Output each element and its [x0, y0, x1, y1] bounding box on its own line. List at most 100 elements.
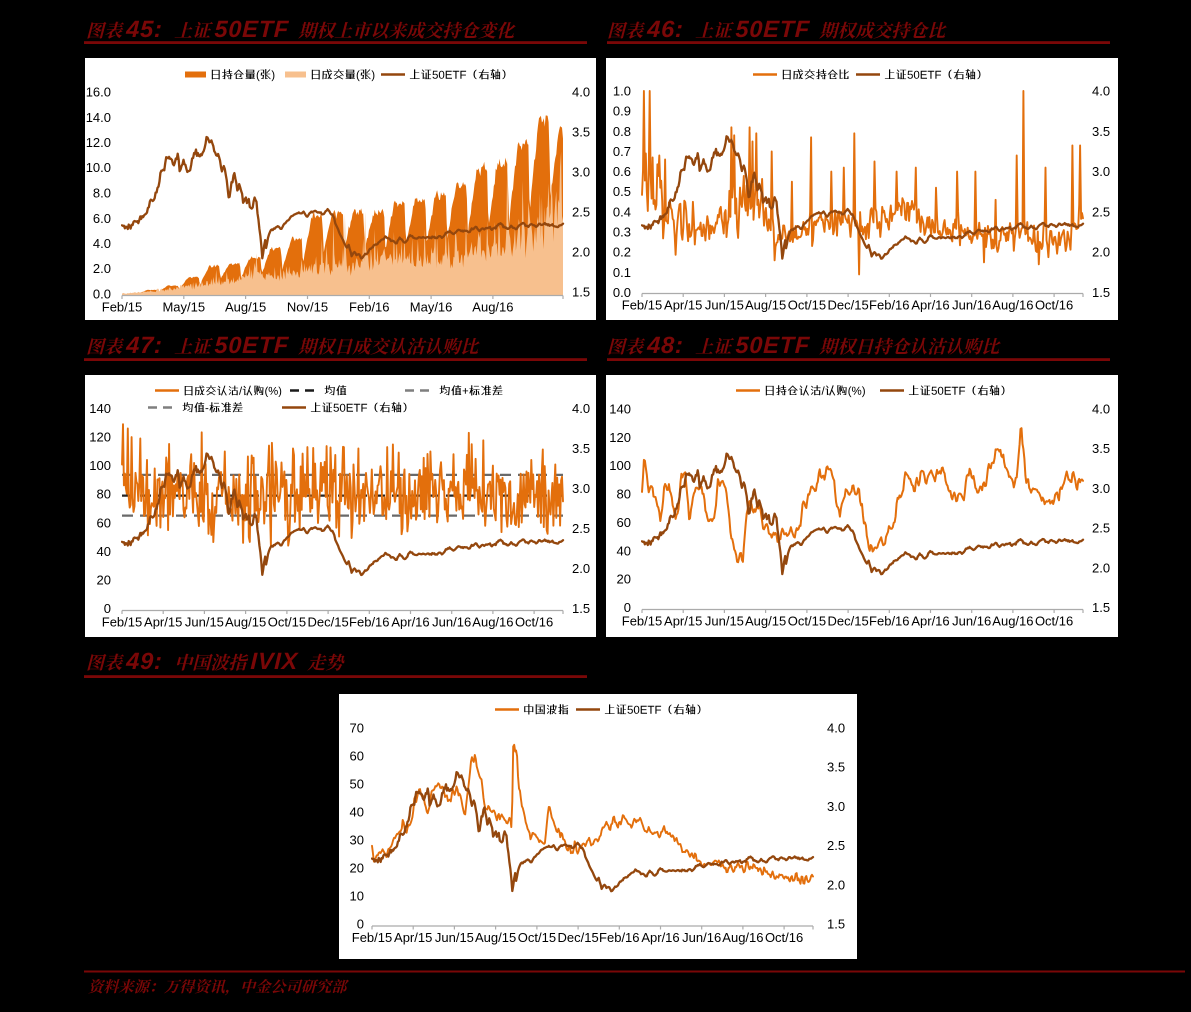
svg-text:30: 30	[350, 833, 364, 848]
svg-text:0: 0	[357, 917, 364, 932]
svg-text:Apr/15: Apr/15	[144, 615, 182, 630]
svg-text:Oct/15: Oct/15	[788, 614, 826, 629]
svg-text:Feb/16: Feb/16	[869, 298, 909, 313]
svg-text:120: 120	[609, 430, 631, 445]
svg-text:Aug/15: Aug/15	[225, 300, 266, 315]
svg-text:12.0: 12.0	[86, 135, 111, 150]
svg-text:140: 140	[609, 402, 631, 417]
svg-text:2.0: 2.0	[93, 261, 111, 276]
svg-text:May/15: May/15	[162, 300, 205, 315]
svg-text:4.0: 4.0	[1092, 402, 1110, 417]
svg-text:40: 40	[350, 805, 364, 820]
svg-text:Oct/16: Oct/16	[765, 930, 803, 945]
svg-text:60: 60	[97, 515, 111, 530]
svg-text:Oct/16: Oct/16	[1035, 614, 1073, 629]
svg-text:2.5: 2.5	[572, 521, 590, 536]
svg-text:Feb/15: Feb/15	[102, 300, 142, 315]
svg-text:Apr/15: Apr/15	[664, 614, 702, 629]
svg-text:10: 10	[350, 889, 364, 904]
svg-text:Jun/16: Jun/16	[952, 614, 991, 629]
svg-text:Aug/16: Aug/16	[472, 615, 513, 630]
svg-text:10.0: 10.0	[86, 160, 111, 175]
svg-text:Oct/15: Oct/15	[268, 615, 306, 630]
svg-text:1.5: 1.5	[572, 285, 590, 300]
svg-text:Jun/15: Jun/15	[435, 930, 474, 945]
svg-text:0.0: 0.0	[93, 287, 111, 302]
svg-text:Apr/16: Apr/16	[911, 298, 949, 313]
svg-text:100: 100	[609, 458, 631, 473]
svg-text:0.6: 0.6	[613, 164, 631, 179]
svg-text:Apr/16: Apr/16	[641, 930, 679, 945]
svg-text:May/16: May/16	[410, 300, 453, 315]
svg-text:20: 20	[350, 861, 364, 876]
svg-text:0.1: 0.1	[613, 265, 631, 280]
svg-text:Aug/15: Aug/15	[745, 298, 786, 313]
svg-text:3.5: 3.5	[572, 125, 590, 140]
svg-text:Feb/15: Feb/15	[622, 614, 662, 629]
svg-text:50: 50	[350, 777, 364, 792]
svg-text:0.4: 0.4	[613, 204, 631, 219]
svg-text:3.0: 3.0	[827, 799, 845, 814]
svg-text:Feb/15: Feb/15	[622, 298, 662, 313]
svg-text:4.0: 4.0	[827, 721, 845, 736]
svg-text:4.0: 4.0	[1092, 84, 1110, 99]
svg-text:0.7: 0.7	[613, 144, 631, 159]
svg-text:80: 80	[97, 487, 111, 502]
svg-text:Apr/16: Apr/16	[911, 614, 949, 629]
svg-text:100: 100	[89, 458, 111, 473]
svg-text:3.0: 3.0	[1092, 164, 1110, 179]
svg-text:Oct/15: Oct/15	[788, 298, 826, 313]
svg-text:2.0: 2.0	[572, 561, 590, 576]
svg-text:Aug/15: Aug/15	[475, 930, 516, 945]
svg-text:20: 20	[97, 572, 111, 587]
svg-text:Oct/16: Oct/16	[1035, 298, 1073, 313]
svg-text:Feb/16: Feb/16	[599, 930, 639, 945]
svg-text:Jun/16: Jun/16	[432, 615, 471, 630]
svg-text:Aug/15: Aug/15	[225, 615, 266, 630]
svg-text:Apr/16: Apr/16	[391, 615, 429, 630]
svg-text:8.0: 8.0	[93, 186, 111, 201]
svg-text:3.0: 3.0	[1092, 481, 1110, 496]
svg-text:2.0: 2.0	[572, 245, 590, 260]
svg-text:3.5: 3.5	[572, 441, 590, 456]
svg-text:60: 60	[350, 749, 364, 764]
svg-text:16.0: 16.0	[86, 85, 111, 100]
svg-text:0: 0	[624, 600, 631, 615]
svg-text:2.5: 2.5	[572, 205, 590, 220]
svg-text:Dec/15: Dec/15	[827, 298, 868, 313]
svg-text:Aug/16: Aug/16	[992, 614, 1033, 629]
svg-text:Dec/15: Dec/15	[557, 930, 598, 945]
svg-text:Oct/15: Oct/15	[518, 930, 556, 945]
svg-text:Jun/16: Jun/16	[682, 930, 721, 945]
svg-text:1.5: 1.5	[1092, 285, 1110, 300]
svg-text:80: 80	[617, 487, 631, 502]
svg-text:4.0: 4.0	[572, 401, 590, 416]
svg-text:Apr/15: Apr/15	[394, 930, 432, 945]
svg-text:140: 140	[89, 401, 111, 416]
svg-text:Feb/15: Feb/15	[102, 615, 142, 630]
svg-text:Dec/15: Dec/15	[827, 614, 868, 629]
svg-text:120: 120	[89, 430, 111, 445]
svg-text:3.0: 3.0	[572, 165, 590, 180]
svg-text:Oct/16: Oct/16	[515, 615, 553, 630]
svg-text:3.5: 3.5	[1092, 441, 1110, 456]
svg-text:2.5: 2.5	[1092, 521, 1110, 536]
svg-text:Feb/15: Feb/15	[352, 930, 392, 945]
svg-text:Feb/16: Feb/16	[349, 300, 389, 315]
svg-text:20: 20	[617, 572, 631, 587]
svg-text:Aug/16: Aug/16	[472, 300, 513, 315]
svg-text:Jun/16: Jun/16	[952, 298, 991, 313]
svg-text:60: 60	[617, 515, 631, 530]
svg-text:3.0: 3.0	[572, 481, 590, 496]
svg-text:Nov/15: Nov/15	[287, 300, 328, 315]
svg-text:70: 70	[350, 721, 364, 736]
svg-text:2.5: 2.5	[827, 838, 845, 853]
svg-text:Feb/16: Feb/16	[349, 615, 389, 630]
svg-text:Dec/15: Dec/15	[307, 615, 348, 630]
svg-text:Apr/15: Apr/15	[664, 298, 702, 313]
svg-text:Jun/15: Jun/15	[705, 298, 744, 313]
svg-text:1.0: 1.0	[613, 84, 631, 99]
svg-text:Jun/15: Jun/15	[705, 614, 744, 629]
svg-text:1.5: 1.5	[1092, 600, 1110, 615]
svg-text:0.9: 0.9	[613, 104, 631, 119]
